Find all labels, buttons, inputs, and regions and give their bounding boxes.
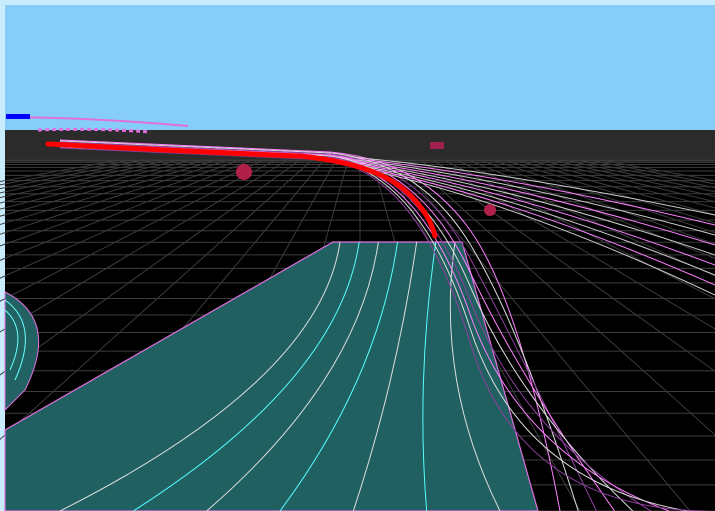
far-marks [37,127,151,134]
sky [5,5,715,133]
grid-line [0,159,289,333]
obstacle [484,204,496,216]
grid-line [0,159,301,376]
route-curve [339,155,715,216]
route-curve [339,156,715,226]
route-curve [339,161,715,276]
grid-line [419,159,715,372]
grid-line [491,159,715,234]
lane-line [59,241,341,511]
grid-line [0,159,265,279]
grid-line [395,159,691,511]
lane-line [206,241,379,511]
grid-line [0,159,313,441]
grid-line [0,159,229,235]
obstacle [430,142,444,149]
route-curve [59,140,579,511]
route-curve [339,159,715,256]
route-curve [59,141,597,511]
grid-line [0,159,277,302]
left-lane-lines [4,299,26,381]
grid-line [0,159,253,261]
route-curve [59,142,616,511]
grid-line [503,159,715,224]
grid-line [0,159,241,247]
route-curve [339,157,715,236]
lane-line [279,241,398,511]
drivable-lane [4,241,539,511]
grid-line [0,159,217,225]
route-curve [59,139,561,511]
route-curve [339,163,715,296]
grid-line [467,159,715,259]
route-curve [339,158,715,246]
grid-line [479,159,715,245]
lane-line [352,241,418,511]
lane-lines [59,241,501,511]
route-curve [339,162,715,286]
grid-line [455,159,715,277]
planned-path [45,141,438,239]
lane-line [422,241,437,511]
grid-line [443,159,715,300]
grid-line [431,159,715,330]
grid-line [407,159,715,436]
left-lane-area [4,291,40,412]
far-object [6,114,30,119]
obstacle [236,164,252,180]
lane-line [133,241,360,511]
route-curve [339,160,715,266]
lane-line [449,241,501,511]
